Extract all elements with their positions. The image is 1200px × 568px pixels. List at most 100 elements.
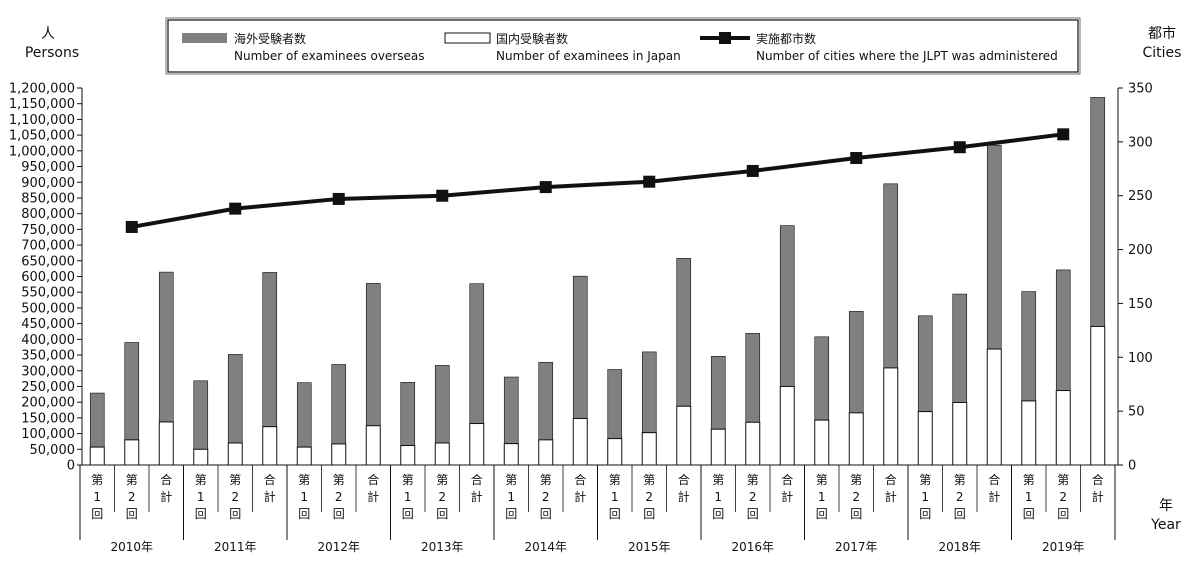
cities-marker	[746, 164, 759, 177]
left-tick-label: 650,000	[21, 254, 75, 269]
left-tick-label: 100,000	[21, 427, 75, 442]
bar-japan	[469, 423, 485, 466]
right-tick-label: 50	[1128, 405, 1145, 420]
year-label: 2012年	[317, 540, 360, 554]
bar-overseas	[434, 365, 450, 444]
year-label: 2014年	[524, 540, 567, 554]
legend-label-japan-en: Number of examinees in Japan	[496, 49, 681, 63]
bar-overseas	[158, 271, 174, 423]
session-label-char: 1	[404, 490, 412, 504]
session-label-char: 合	[471, 472, 483, 487]
session-label-char: 回	[919, 507, 931, 521]
session-label-char: 計	[1092, 489, 1104, 504]
session-label-char: 1	[507, 490, 515, 504]
session-label-char: 回	[195, 507, 207, 521]
left-tick-label: 1,200,000	[9, 82, 75, 97]
session-label-char: 計	[160, 489, 172, 504]
legend-swatch-japan	[444, 32, 491, 44]
session-label-char: 計	[574, 489, 586, 504]
session-label-char: 第	[505, 473, 517, 487]
session-label-char: 1	[1025, 490, 1033, 504]
bar-overseas	[848, 311, 864, 414]
session-label-char: 1	[714, 490, 722, 504]
bar-japan	[710, 428, 726, 466]
bar-overseas	[124, 342, 140, 441]
bar-overseas	[986, 144, 1002, 350]
cities-marker	[953, 141, 966, 154]
bar-japan	[1055, 390, 1071, 466]
legend-label-japan-ja: 国内受験者数	[496, 31, 568, 46]
bar-japan	[365, 425, 381, 466]
left-tick-label: 150,000	[21, 411, 75, 426]
bar-japan	[572, 418, 588, 466]
bar-japan	[745, 421, 761, 466]
year-label: 2018年	[938, 540, 981, 554]
bar-overseas	[676, 257, 692, 407]
year-label: 2013年	[421, 540, 464, 554]
year-label: 2011年	[214, 540, 257, 554]
bar-overseas	[227, 354, 243, 444]
bar-japan	[848, 412, 864, 466]
left-tick-label: 250,000	[21, 380, 75, 395]
right-tick-label: 0	[1128, 459, 1136, 474]
bar-overseas	[1021, 291, 1037, 402]
bar-japan	[400, 445, 416, 466]
cities-marker	[539, 181, 552, 194]
session-label-char: 第	[91, 473, 103, 487]
session-label-char: 回	[816, 507, 828, 521]
cities-marker	[125, 220, 138, 233]
session-label-char: 第	[919, 473, 931, 487]
session-label-char: 回	[91, 507, 103, 521]
bar-japan	[676, 405, 692, 466]
bar-overseas	[710, 355, 726, 430]
legend-label-overseas-en: Number of examinees overseas	[234, 49, 425, 63]
bar-overseas	[1090, 97, 1106, 327]
session-label-char: 合	[988, 472, 1000, 487]
left-tick-label: 1,150,000	[9, 97, 75, 112]
right-axis-unit-ja: 都市	[1148, 25, 1176, 42]
session-label-char: 合	[264, 472, 276, 487]
session-label-char: 第	[195, 473, 207, 487]
left-tick-label: 450,000	[21, 317, 75, 332]
left-tick-label: 400,000	[21, 333, 75, 348]
bar-japan	[1021, 400, 1037, 466]
left-tick-label: 200,000	[21, 396, 75, 411]
session-label-char: 2	[128, 490, 136, 504]
session-label-char: 2	[1059, 490, 1067, 504]
bar-japan	[262, 426, 278, 466]
bar-overseas	[1055, 269, 1071, 391]
session-label-char: 合	[1092, 472, 1104, 487]
session-label-char: 1	[93, 490, 101, 504]
session-label-char: 回	[436, 507, 448, 521]
bar-japan	[227, 442, 243, 466]
legend-label-cities-en: Number of cities where the JLPT was admi…	[756, 49, 1058, 63]
session-label-char: 2	[231, 490, 239, 504]
bar-overseas	[917, 315, 933, 412]
session-label-char: 回	[609, 507, 621, 521]
x-axis-categories: 第 1 回 第 2 回 合計 2010年 第 1 回 第 2 回 合計 2011年 第 1 回 第 2 回 合計 2012年 第…	[79, 465, 1116, 554]
cities-marker	[850, 152, 863, 165]
bar-overseas	[883, 183, 899, 369]
right-axis-ticks: 0 50 100 150 200 250 300 350	[1118, 82, 1153, 474]
bar-japan	[89, 446, 105, 466]
session-label-char: 回	[712, 507, 724, 521]
left-tick-label: 700,000	[21, 239, 75, 254]
session-label-char: 回	[850, 507, 862, 521]
left-tick-label: 50,000	[30, 443, 76, 458]
left-tick-label: 1,000,000	[9, 144, 75, 159]
session-label-char: 回	[126, 507, 138, 521]
legend-frame-inner	[165, 17, 1081, 75]
bar-japan	[779, 385, 795, 466]
x-axis-unit-en: Year	[1150, 517, 1181, 533]
session-label-char: 第	[436, 473, 448, 487]
bar-overseas	[503, 376, 519, 444]
left-tick-label: 850,000	[21, 191, 75, 206]
session-label-char: 計	[264, 489, 276, 504]
session-label-char: 合	[781, 472, 793, 487]
session-label-char: 2	[645, 490, 653, 504]
session-label-char: 第	[850, 473, 862, 487]
left-axis-unit-ja: 人	[41, 26, 55, 42]
session-label-char: 回	[1023, 507, 1035, 521]
left-tick-label: 1,050,000	[9, 129, 75, 144]
